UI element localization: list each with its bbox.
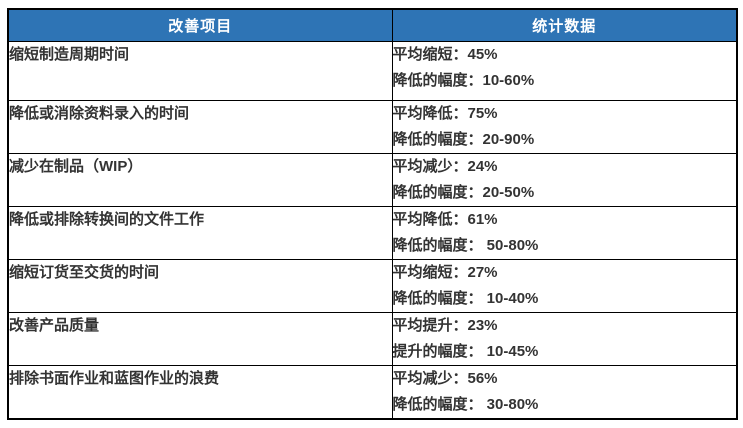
item-cell: 缩短订货至交货的时间 bbox=[7, 258, 393, 313]
stat-line-1: 平均降低：61% bbox=[392, 210, 498, 228]
stat-line-1: 平均降低：75% bbox=[392, 104, 498, 122]
table-row: 减少在制品（WIP） 平均减少：24% 降低的幅度：20-50% bbox=[7, 152, 738, 207]
stats-cell: 平均缩短：45% 降低的幅度：10-60% bbox=[391, 40, 738, 101]
improvement-item-label: 缩短订货至交货的时间 bbox=[9, 263, 160, 281]
column-header-improvement-items: 改善项目 bbox=[7, 8, 393, 42]
table-row: 缩短订货至交货的时间 平均缩短：27% 降低的幅度： 10-40% bbox=[7, 258, 738, 313]
stat-line-2: 降低的幅度：20-90% bbox=[392, 130, 535, 148]
stats-cell: 平均减少：56% 降低的幅度： 30-80% bbox=[391, 364, 738, 419]
item-cell: 减少在制品（WIP） bbox=[7, 152, 393, 207]
item-cell: 改善产品质量 bbox=[7, 311, 393, 366]
table-row: 降低或排除转换间的文件工作 平均降低：61% 降低的幅度： 50-80% bbox=[7, 205, 738, 260]
improvement-item-label: 减少在制品（WIP） bbox=[9, 157, 143, 175]
table-row: 降低或消除资料录入的时间 平均降低：75% 降低的幅度：20-90% bbox=[7, 99, 738, 154]
improvement-item-label: 缩短制造周期时间 bbox=[9, 45, 130, 63]
item-cell: 降低或消除资料录入的时间 bbox=[7, 99, 393, 154]
stat-line-1: 平均缩短：27% bbox=[392, 263, 498, 281]
column-header-statistics: 统计数据 bbox=[391, 8, 738, 42]
header-row: 改善项目 统计数据 bbox=[7, 8, 738, 42]
stat-line-2: 降低的幅度： 50-80% bbox=[392, 236, 539, 254]
stat-line-2: 降低的幅度：20-50% bbox=[392, 183, 535, 201]
item-cell: 缩短制造周期时间 bbox=[7, 40, 393, 101]
table-row: 改善产品质量 平均提升：23% 提升的幅度： 10-45% bbox=[7, 311, 738, 366]
stats-cell: 平均降低：75% 降低的幅度：20-90% bbox=[391, 99, 738, 154]
stat-line-1: 平均提升：23% bbox=[392, 316, 498, 334]
stat-line-2: 降低的幅度：10-60% bbox=[392, 71, 535, 89]
stats-cell: 平均提升：23% 提升的幅度： 10-45% bbox=[391, 311, 738, 366]
stat-line-2: 提升的幅度： 10-45% bbox=[392, 342, 539, 360]
stats-cell: 平均减少：24% 降低的幅度：20-50% bbox=[391, 152, 738, 207]
item-cell: 排除书面作业和蓝图作业的浪费 bbox=[7, 364, 393, 419]
stat-line-2: 降低的幅度： 30-80% bbox=[392, 395, 539, 413]
stat-line-1: 平均缩短：45% bbox=[392, 45, 498, 63]
stat-line-1: 平均减少：24% bbox=[392, 157, 498, 175]
stat-line-1: 平均减少：56% bbox=[392, 369, 498, 387]
improvement-item-label: 排除书面作业和蓝图作业的浪费 bbox=[9, 369, 220, 387]
table-row: 缩短制造周期时间 平均缩短：45% 降低的幅度：10-60% bbox=[7, 40, 738, 101]
stats-cell: 平均缩短：27% 降低的幅度： 10-40% bbox=[391, 258, 738, 313]
table-row: 排除书面作业和蓝图作业的浪费 平均减少：56% 降低的幅度： 30-80% bbox=[7, 364, 738, 419]
improvement-item-label: 降低或消除资料录入的时间 bbox=[9, 104, 190, 122]
item-cell: 降低或排除转换间的文件工作 bbox=[7, 205, 393, 260]
improvement-stats-table: 改善项目 统计数据 缩短制造周期时间 平均缩短：45% 降低的幅度：10-60%… bbox=[7, 8, 738, 420]
improvement-item-label: 改善产品质量 bbox=[9, 316, 100, 334]
stats-cell: 平均降低：61% 降低的幅度： 50-80% bbox=[391, 205, 738, 260]
stat-line-2: 降低的幅度： 10-40% bbox=[392, 289, 539, 307]
improvement-item-label: 降低或排除转换间的文件工作 bbox=[9, 210, 205, 228]
